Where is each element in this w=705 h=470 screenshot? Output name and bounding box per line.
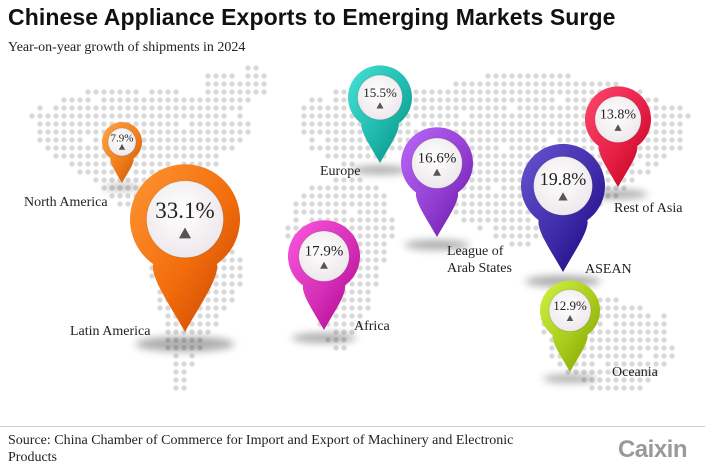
- value-label-europe: 15.5%: [363, 85, 397, 100]
- up-triangle-icon: [433, 168, 441, 176]
- up-triangle-icon: [566, 315, 574, 321]
- footer-divider: [0, 426, 705, 427]
- region-label-line: Oceania: [612, 365, 658, 380]
- value-label-latin-america: 33.1%: [155, 198, 214, 223]
- region-label-line: Europe: [320, 164, 361, 179]
- value-label-league-of-arab-states: 16.6%: [418, 150, 457, 166]
- up-triangle-icon: [118, 144, 126, 150]
- pin-latin-america: 33.1%: [130, 164, 241, 332]
- pin-shadow-league-of-arab-states: [404, 239, 470, 250]
- up-triangle-icon: [178, 227, 192, 239]
- pin-face-north-america: [107, 127, 137, 157]
- value-label-africa: 17.9%: [305, 243, 344, 259]
- pin-face-rest-of-asia: [594, 95, 642, 143]
- value-label-rest-of-asia: 13.8%: [600, 108, 637, 123]
- pin-shadow-europe: [351, 165, 409, 175]
- region-label-europe: Europe: [320, 163, 360, 180]
- pin-face-asean: [533, 156, 593, 216]
- pin-shadow-oceania: [543, 374, 597, 383]
- pin-shadow-africa: [291, 332, 357, 343]
- region-label-line: ASEAN: [585, 262, 632, 277]
- region-label-line: Latin America: [70, 324, 151, 339]
- region-label-africa: Africa: [354, 318, 390, 335]
- pin-shadow-north-america: [104, 184, 140, 191]
- region-label-latin-america: Latin America: [70, 323, 150, 340]
- pin-shadow-latin-america: [135, 336, 235, 352]
- pin-face-oceania: [548, 289, 592, 332]
- pin-africa: 17.9%: [288, 220, 360, 330]
- pin-asean: 19.8%: [521, 143, 605, 272]
- up-triangle-icon: [376, 102, 384, 109]
- value-label-north-america: 7.9%: [111, 133, 134, 145]
- pin-face-latin-america: [146, 180, 224, 259]
- pin-face-europe: [357, 74, 403, 121]
- pin-face-league-of-arab-states: [411, 137, 463, 189]
- region-label-line: Africa: [354, 319, 390, 334]
- pin-face-africa: [298, 230, 350, 282]
- region-label-asean: ASEAN: [585, 261, 632, 278]
- region-label-rest-of-asia: Rest of Asia: [614, 200, 682, 217]
- up-triangle-icon: [614, 124, 622, 131]
- region-label-north-america: North America: [24, 194, 108, 211]
- region-label-line: Arab States: [447, 261, 512, 276]
- pin-europe: 15.5%: [348, 65, 412, 163]
- region-label-league-of-arab-states: League of Arab States: [447, 243, 512, 277]
- pin-rest-of-asia: 13.8%: [585, 86, 651, 187]
- pin-league-of-arab-states: 16.6%: [401, 127, 474, 237]
- region-label-line: League of: [447, 244, 504, 259]
- region-label-oceania: Oceania: [612, 364, 658, 381]
- value-label-oceania: 12.9%: [553, 298, 587, 313]
- pin-north-america: 7.9%: [102, 122, 142, 183]
- region-label-line: North America: [24, 195, 108, 210]
- caixin-logo: Caixin: [617, 436, 688, 463]
- up-triangle-icon: [558, 192, 568, 201]
- pin-oceania: 12.9%: [540, 280, 600, 372]
- chart-subtitle: Year-on-year growth of shipments in 2024: [8, 40, 246, 55]
- region-label-line: Rest of Asia: [614, 201, 683, 216]
- source-note: Source: China Chamber of Commerce for Im…: [8, 433, 514, 465]
- value-label-asean: 19.8%: [540, 169, 587, 189]
- chart-title: Chinese Appliance Exports to Emerging Ma…: [8, 4, 616, 30]
- up-triangle-icon: [320, 261, 328, 269]
